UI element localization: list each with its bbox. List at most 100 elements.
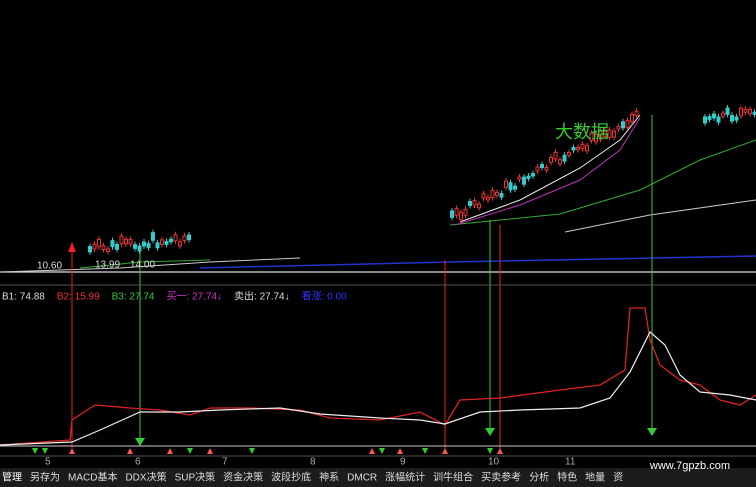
menu-item[interactable]: 分析 — [529, 471, 549, 484]
candle-body — [124, 238, 128, 245]
candle-body — [526, 175, 531, 179]
price-label: 14.00 — [130, 260, 155, 271]
candle-body — [142, 241, 146, 247]
candle-body — [616, 126, 621, 130]
candle-body — [531, 173, 535, 177]
menu-item[interactable]: DMCR — [347, 473, 377, 484]
candle-body — [549, 157, 553, 163]
menu-item[interactable]: 神系 — [319, 471, 339, 484]
x-axis-label: 9 — [400, 457, 406, 468]
candle-body — [160, 239, 164, 245]
ma-white — [0, 257, 301, 273]
menu-item[interactable]: 地量 — [585, 471, 605, 484]
menu-item[interactable]: 资 — [613, 472, 623, 484]
green-arrow — [647, 428, 657, 436]
menu-item[interactable]: 训牛组合 — [433, 471, 473, 484]
readout: B2: 15.99 — [57, 292, 100, 303]
candle-body — [178, 241, 182, 247]
x-axis-label: 11 — [565, 457, 576, 468]
candle-body — [540, 164, 544, 169]
green-arrow — [485, 428, 495, 436]
candle-body — [481, 193, 486, 199]
signal-arrow — [369, 448, 375, 454]
candle-body — [734, 116, 739, 121]
candle-body — [607, 129, 612, 138]
readout: 买一: 27.74↓ — [166, 291, 222, 303]
signal-arrow — [487, 448, 493, 454]
candle-body — [712, 113, 716, 119]
menu-item[interactable]: 管理 — [2, 471, 22, 484]
x-axis-label: 10 — [488, 457, 500, 468]
candle-body — [703, 116, 707, 124]
ma-white-2 — [564, 199, 756, 233]
menu-item[interactable]: 资金决策 — [223, 471, 263, 484]
candle-body — [169, 238, 173, 243]
candle-body — [495, 192, 499, 196]
candle-body — [630, 113, 634, 123]
candle-body — [88, 246, 92, 253]
menu-item[interactable]: 特色 — [557, 471, 577, 484]
candle-body — [155, 242, 160, 249]
ma-white-3 — [459, 114, 641, 223]
signal-arrow — [379, 448, 385, 454]
candle-body — [589, 132, 594, 142]
menu-item[interactable]: 买卖参考 — [481, 471, 521, 484]
menu-item[interactable]: 波段抄底 — [271, 471, 311, 484]
signal-arrow — [422, 448, 428, 454]
candle-body — [463, 208, 468, 216]
menu-item[interactable]: 另存为 — [30, 471, 60, 484]
candle-body — [730, 114, 734, 122]
candle-body — [477, 203, 481, 209]
candle-body — [558, 159, 562, 165]
signal-arrow — [69, 448, 75, 454]
candle-body — [553, 151, 558, 160]
ma-green — [449, 139, 756, 226]
signal-arrow — [207, 448, 213, 454]
candle-body — [522, 176, 526, 185]
candle-body — [544, 166, 549, 171]
candle-body — [504, 180, 508, 188]
signal-arrow — [497, 448, 503, 454]
readout: B1: 74.88 — [2, 292, 45, 303]
candle-body — [752, 111, 756, 115]
candle-body — [513, 185, 517, 190]
candle-body — [721, 112, 725, 117]
readout: B3: 27.74 — [112, 292, 155, 303]
candle-body — [562, 154, 567, 162]
x-axis-label: 6 — [135, 457, 141, 468]
candle-body — [115, 243, 119, 250]
menu-item[interactable]: SUP决策 — [175, 471, 216, 484]
candle-body — [716, 116, 721, 123]
menu-item[interactable]: DDX决策 — [125, 471, 166, 484]
candle-body — [119, 235, 124, 245]
candle-body — [535, 166, 540, 172]
annotation: 大数据 — [555, 122, 609, 142]
candle-body — [707, 116, 712, 121]
indicator-white — [0, 331, 756, 446]
candle-body — [585, 145, 589, 152]
candle-body — [468, 201, 472, 206]
x-axis-label: 7 — [222, 457, 228, 468]
chart-lines — [0, 105, 756, 487]
watermark: www.7gpzb.com — [649, 460, 730, 472]
candle-body — [743, 108, 748, 113]
candle-body — [499, 193, 504, 198]
candle-body — [634, 110, 639, 116]
signal-arrow — [249, 448, 255, 454]
candle-body — [567, 152, 571, 156]
signal-arrow — [397, 448, 403, 454]
candle-body — [472, 200, 477, 206]
menu-item[interactable]: MACD基本 — [68, 471, 117, 484]
candle-body — [454, 208, 459, 216]
candle-body — [603, 130, 607, 137]
candle-body — [625, 120, 630, 128]
x-axis-label: 8 — [310, 457, 316, 468]
menu-bar — [0, 468, 756, 487]
candle-body — [133, 244, 137, 249]
candle-body — [594, 133, 598, 143]
menu-item[interactable]: 涨幅统计 — [385, 471, 425, 484]
candle-body — [137, 245, 142, 252]
candle-body — [517, 176, 522, 180]
candle-body — [748, 108, 752, 115]
candle-body — [110, 240, 115, 248]
